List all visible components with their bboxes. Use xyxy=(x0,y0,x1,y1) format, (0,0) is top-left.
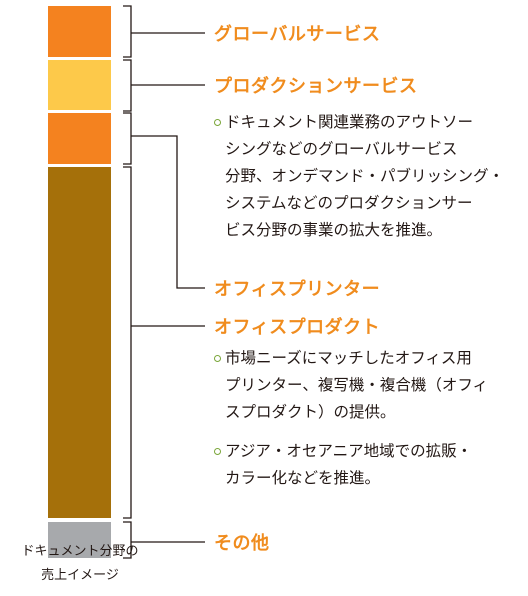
segment-other xyxy=(48,522,111,558)
segment-office-products xyxy=(48,167,111,518)
products-note-line: カラー化などを推進。 xyxy=(225,469,381,487)
bracket-production-services xyxy=(123,59,132,112)
products-note-line: 市場ニーズにマッチしたオフィス用 xyxy=(225,349,472,367)
bullet-icon xyxy=(214,119,221,126)
caption-line: ドキュメント分野の xyxy=(21,544,139,559)
heading-office-products: オフィスプロダクト xyxy=(214,317,381,338)
chart-caption: ドキュメント分野の 売上イメージ xyxy=(0,540,160,588)
segment-production-services xyxy=(48,60,111,110)
products-note-line: スプロダクト）の提供。 xyxy=(225,403,396,421)
leader-office-printer xyxy=(131,135,205,289)
segment-office-printer xyxy=(48,113,111,164)
heading-other: その他 xyxy=(214,533,270,554)
services-note-line: ドキュメント関連業務のアウトソー xyxy=(225,113,474,131)
products-note-1: 市場ニーズにマッチしたオフィス用 プリンター、複写機・複合機（オフィ スプロダク… xyxy=(225,345,488,426)
services-note-line: ビス分野の事業の拡大を推進。 xyxy=(225,221,443,239)
bullet-icon xyxy=(214,355,221,362)
products-note-2: アジア・オセアニア地域での拡販・ カラー化などを推進。 xyxy=(225,438,472,492)
bracket-other xyxy=(123,521,132,559)
products-note-line: プリンター、複写機・複合機（オフィ xyxy=(225,376,489,394)
services-note: ドキュメント関連業務のアウトソー シングなどのグローバルサービス 分野、オンデマ… xyxy=(225,109,504,244)
services-note-line: システムなどのプロダクションサー xyxy=(225,194,473,212)
segment-global-services xyxy=(48,6,111,57)
heading-production-services: プロダクションサービス xyxy=(214,76,418,97)
heading-office-printer: オフィスプリンター xyxy=(214,279,381,300)
services-note-line: シングなどのグローバルサービス xyxy=(225,140,458,158)
services-note-line: 分野、オンデマンド・パブリッシング・ xyxy=(225,167,505,185)
caption-line: 売上イメージ xyxy=(41,568,119,583)
bracket-office-products xyxy=(123,166,132,519)
products-note-line: アジア・オセアニア地域での拡販・ xyxy=(225,442,473,460)
bracket-office-printer xyxy=(123,112,132,165)
bullet-icon xyxy=(214,448,221,455)
bracket-global-services xyxy=(123,5,132,58)
heading-global-services: グローバルサービス xyxy=(214,24,381,45)
